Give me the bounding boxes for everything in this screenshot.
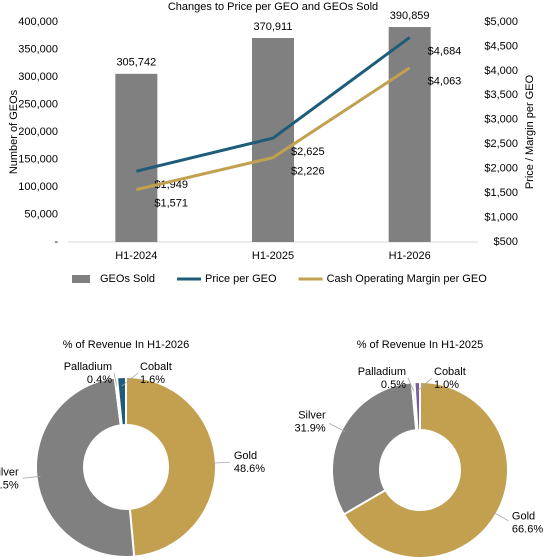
y2-tick-label: $2,000 — [484, 163, 518, 175]
y2-tick-label: $4,000 — [484, 65, 518, 77]
pie-slice — [34, 376, 136, 559]
y-tick-label: - — [54, 236, 58, 248]
y-tick-label: 250,000 — [18, 98, 58, 110]
y2-tick-label: $4,500 — [484, 40, 518, 52]
label-leader — [411, 39, 426, 51]
y-axis-label: Number of GEOs — [8, 89, 20, 174]
line-value-label: $4,684 — [428, 45, 462, 57]
line-series — [135, 36, 411, 173]
y-tick-label: 350,000 — [18, 43, 58, 55]
line-value-label: $1,571 — [154, 198, 188, 210]
chart-title: % of Revenue In H1-2025 — [357, 339, 484, 351]
slice-label: Palladium — [358, 366, 406, 378]
label-leader — [22, 475, 41, 479]
x-tick-label: H1-2026 — [389, 250, 431, 262]
slice-value-label: 66.6% — [512, 524, 543, 536]
slice-label: Silver — [0, 467, 19, 479]
slice-label: Silver — [298, 409, 326, 421]
slice-value-label: 31.9% — [295, 422, 326, 434]
y-tick-label: 400,000 — [18, 16, 58, 28]
label-leader — [407, 377, 415, 392]
label-leader — [329, 423, 346, 432]
bar — [388, 27, 431, 242]
slice-value-label: 0.4% — [87, 374, 112, 386]
slice-value-label: 1.0% — [434, 379, 459, 391]
pie-slice — [342, 380, 509, 559]
x-tick-label: H1-2025 — [252, 250, 294, 262]
legend-label: Price per GEO — [205, 273, 277, 285]
y-tick-label: 300,000 — [18, 71, 58, 83]
line-series — [135, 66, 411, 192]
bar-value-label: 390,859 — [390, 10, 430, 22]
slice-label: Gold — [234, 450, 257, 462]
y-tick-label: 100,000 — [18, 181, 58, 193]
label-leader — [138, 172, 153, 185]
y2-tick-label: $500 — [494, 236, 518, 248]
chart-title: % of Revenue In H1-2026 — [63, 339, 190, 351]
label-leader — [113, 372, 118, 387]
line-value-label: $4,063 — [428, 76, 462, 88]
label-leader — [274, 159, 290, 171]
y2-tick-label: $1,500 — [484, 187, 518, 199]
label-leader — [492, 511, 509, 522]
label-leader — [121, 372, 139, 387]
y2-tick-label: $3,000 — [484, 114, 518, 126]
pie-slice — [331, 381, 418, 516]
legend-label: Cash Operating Margin per GEO — [327, 273, 488, 285]
bar — [252, 37, 294, 243]
pie-slice — [115, 375, 127, 427]
label-leader — [417, 377, 433, 392]
label-leader — [211, 461, 230, 464]
legend-label: GEOs Sold — [100, 273, 155, 285]
pie-slice — [413, 380, 421, 432]
slice-value-label: 1.6% — [140, 374, 165, 386]
y2-tick-label: $5,000 — [484, 16, 518, 28]
y-tick-label: 150,000 — [18, 153, 58, 165]
chart-title: Changes to Price per GEO and GEOs Sold — [168, 1, 378, 13]
slice-label: Palladium — [64, 361, 112, 373]
line-value-label: $2,226 — [291, 166, 325, 178]
y-tick-label: 200,000 — [18, 126, 58, 138]
label-leader — [411, 69, 426, 82]
bar — [115, 73, 158, 242]
slice-label: Cobalt — [140, 361, 172, 373]
slice-label: Gold — [512, 511, 535, 523]
x-tick-label: H1-2024 — [115, 250, 157, 262]
slice-value-label: 49.5% — [0, 480, 19, 492]
bar-value-label: 305,742 — [116, 57, 156, 69]
slice-value-label: 48.6% — [234, 463, 265, 475]
legend-swatch — [72, 275, 90, 283]
y2-axis-label: Price / Margin per GEO — [524, 74, 536, 189]
slice-label: Cobalt — [434, 366, 466, 378]
label-leader — [138, 191, 153, 203]
pie-slice — [125, 375, 218, 558]
slice-value-label: 0.5% — [381, 379, 406, 391]
bar-value-label: 370,911 — [254, 21, 293, 33]
y2-tick-label: $1,000 — [484, 211, 518, 223]
y-tick-label: 50,000 — [24, 208, 58, 220]
y2-tick-label: $3,500 — [484, 89, 518, 101]
line-value-label: $2,625 — [291, 146, 325, 158]
y2-tick-label: $2,500 — [484, 138, 518, 150]
